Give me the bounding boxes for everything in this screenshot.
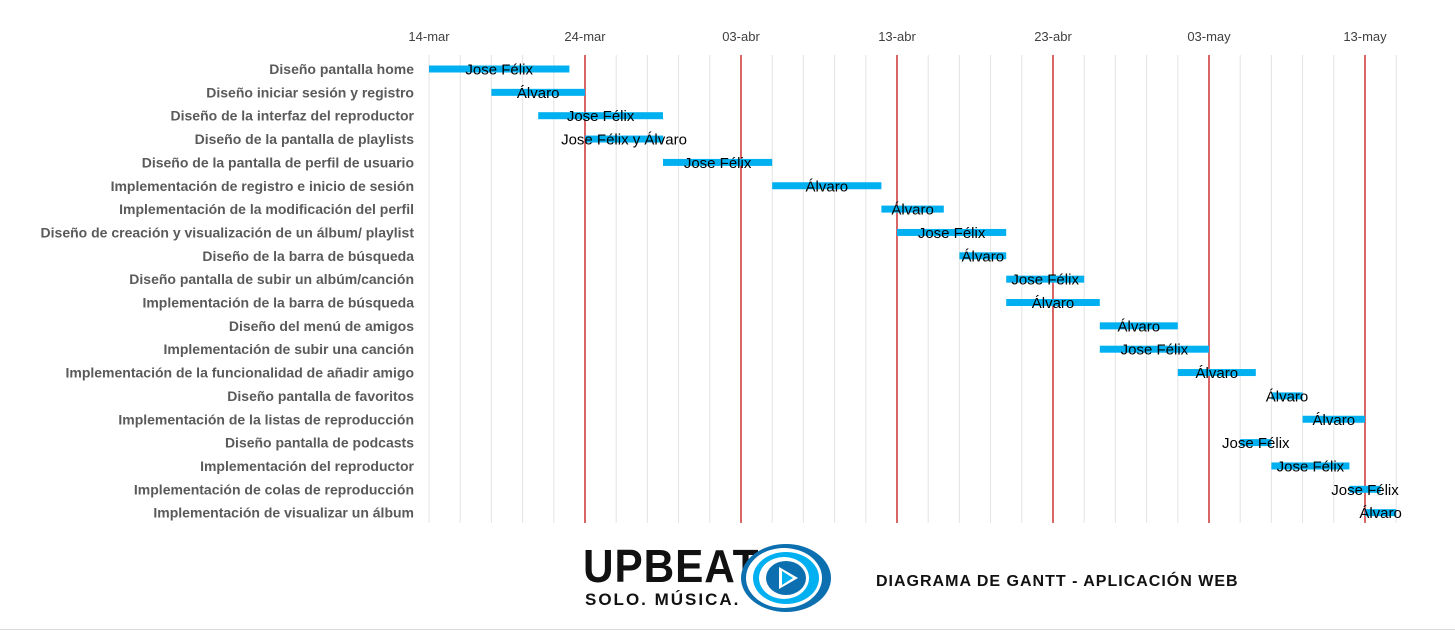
x-tick-label: 13-abr [878,29,916,44]
assignee-label: Jose Félix [918,225,986,242]
x-tick-label: 03-abr [722,29,760,44]
assignee-label: Jose Félix [1331,482,1399,499]
chart-subtitle: DIAGRAMA DE GANTT - APLICACIÓN WEB [876,573,1239,590]
logo-tagline: SOLO. MÚSICA. [585,590,741,609]
task-bar [1099,322,1178,330]
task-bar [1177,369,1256,377]
task-bar [585,135,663,143]
task-label: Implementación de registro e inicio de s… [111,178,414,194]
logo-wordmark: UPBEAT [583,540,760,592]
task-label: Diseño pantalla home [269,61,414,77]
task-bar [1006,275,1085,283]
assignee-label: Jose Félix [684,155,752,172]
upbeat-logo: UPBEAT SOLO. MÚSICA. [583,543,833,615]
task-label: Diseño iniciar sesión y registro [206,84,414,100]
x-tick-label: 14-mar [408,29,450,44]
assignee-label: Álvaro [517,85,560,102]
task-label: Diseño pantalla de subir un albúm/canció… [129,271,414,287]
assignee-label: Álvaro [1032,295,1075,312]
assignee-label: Jose Félix [567,108,635,125]
task-label: Implementación de la modificación del pe… [119,201,414,217]
bottom-divider [0,629,1455,630]
task-bar [1240,439,1272,447]
x-axis-tick-labels: 14-mar 24-mar 03-abr 13-abr 23-abr 03-may 13-m… [408,29,1387,44]
task-bar [897,228,1007,236]
assignee-labels: Jose Félix Álvaro Jose Félix Jose Félix y Á… [465,62,1401,523]
assignee-label: Álvaro [1359,505,1402,522]
task-bars [429,65,1397,517]
x-tick-label: 24-mar [564,29,606,44]
task-label: Implementación del reproductor [200,458,414,474]
task-label: Diseño de creación y visualización de un… [41,224,415,240]
x-tick-label: 23-abr [1034,29,1072,44]
assignee-label: Álvaro [1118,318,1161,335]
assignee-label: Álvaro [1313,412,1356,429]
task-bar [1365,509,1397,517]
task-bar [959,252,1007,260]
assignee-label: Jose Félix [1277,458,1345,475]
assignee-label: Álvaro [806,178,849,195]
task-label: Implementación de visualizar un álbum [153,505,414,521]
task-label: Diseño pantalla de podcasts [225,435,414,451]
task-bar [1006,299,1100,306]
assignee-label: Álvaro [962,248,1005,265]
task-bar [1271,392,1303,400]
x-tick-label: 03-may [1187,29,1231,44]
assignee-label: Jose Félix y Álvaro [561,132,687,149]
assignee-label: Jose Félix [1011,272,1079,289]
assignee-label: Jose Félix [1222,435,1290,452]
task-label: Implementación de la funcionalidad de añ… [65,365,414,381]
task-bar [429,65,570,73]
task-bar [1302,415,1365,423]
task-label: Diseño pantalla de favoritos [227,388,414,404]
assignee-label: Álvaro [891,202,934,219]
task-bar [1271,462,1350,470]
task-label: Diseño del menú de amigos [229,318,414,334]
task-label: Implementación de la listas de reproducc… [118,411,414,427]
task-bar [881,205,944,213]
task-label: Diseño de la barra de búsqueda [202,248,414,264]
task-name-labels: Diseño pantalla home Diseño iniciar sesió… [41,61,415,521]
task-bar [491,88,585,96]
task-bar [538,112,663,120]
assignee-label: Álvaro [1196,365,1239,382]
task-label: Implementación de colas de reproducción [134,481,414,497]
play-circle-icon [741,544,831,612]
assignee-label: Jose Félix [465,62,533,79]
assignee-label: Jose Félix [1121,342,1189,359]
task-bar [663,158,773,166]
major-gridlines [584,55,1366,523]
x-tick-label: 13-may [1343,29,1387,44]
task-label: Implementación de la barra de búsqueda [142,295,414,311]
assignee-label: Álvaro [1266,388,1309,405]
task-label: Diseño de la interfaz del reproductor [171,108,415,124]
task-bar [772,182,882,190]
task-label: Diseño de la pantalla de playlists [195,131,415,147]
task-label: Diseño de la pantalla de perfil de usuar… [142,154,414,170]
task-bar [1099,345,1209,353]
task-label: Implementación de subir una canción [164,341,415,357]
task-bar [1349,485,1381,493]
